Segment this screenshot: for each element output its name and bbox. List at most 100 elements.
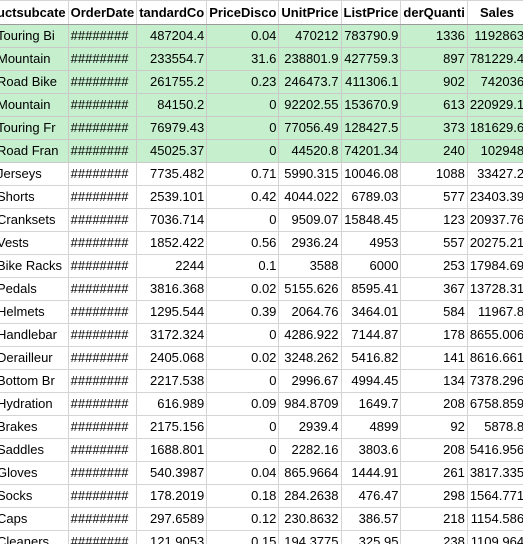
cell-product-subcategory[interactable]: Derailleur xyxy=(0,346,69,370)
cell-unit-price[interactable]: 238801.9 xyxy=(278,47,342,71)
cell-unit-price[interactable]: 77056.49 xyxy=(278,116,342,140)
cell-list-price[interactable]: 4994.45 xyxy=(340,369,402,393)
cell-sales[interactable]: 33427.2 xyxy=(466,162,523,186)
cell-sales[interactable]: 17984.69 xyxy=(466,254,523,278)
header-order-quantity[interactable]: derQuanti xyxy=(400,0,468,25)
cell-order-date[interactable]: ######## xyxy=(67,415,138,439)
cell-order-date[interactable]: ######## xyxy=(67,208,138,232)
cell-sales[interactable]: 181629.6 xyxy=(466,116,523,140)
cell-sales[interactable]: 8655.006 xyxy=(466,323,523,347)
cell-order-quantity[interactable]: 123 xyxy=(400,208,468,232)
cell-order-date[interactable]: ######## xyxy=(67,392,138,416)
cell-sales[interactable]: 8616.661 xyxy=(466,346,523,370)
cell-order-date[interactable]: ######## xyxy=(67,438,138,462)
cell-unit-price-discount[interactable]: 0 xyxy=(206,415,280,439)
cell-unit-price[interactable]: 470212 xyxy=(278,24,342,48)
cell-order-quantity[interactable]: 1088 xyxy=(400,162,468,186)
cell-sales[interactable]: 11967.8 xyxy=(466,300,523,324)
cell-unit-price-discount[interactable]: 0 xyxy=(206,323,280,347)
cell-sales[interactable]: 13728.31 xyxy=(466,277,523,301)
cell-order-quantity[interactable]: 218 xyxy=(400,507,468,531)
cell-sales[interactable]: 6758.859 xyxy=(466,392,523,416)
cell-unit-price[interactable]: 2064.76 xyxy=(278,300,342,324)
cell-sales[interactable]: 102948 xyxy=(466,139,523,163)
cell-sales[interactable]: 1109.964 xyxy=(466,530,523,544)
cell-unit-price[interactable]: 5155.626 xyxy=(278,277,342,301)
cell-unit-price-discount[interactable]: 0.02 xyxy=(206,346,280,370)
cell-order-quantity[interactable]: 240 xyxy=(400,139,468,163)
cell-standard-cost[interactable]: 1295.544 xyxy=(136,300,208,324)
cell-sales[interactable]: 781229.4 xyxy=(466,47,523,71)
cell-standard-cost[interactable]: 2244 xyxy=(136,254,208,278)
cell-unit-price-discount[interactable]: 0.71 xyxy=(206,162,280,186)
cell-order-quantity[interactable]: 367 xyxy=(400,277,468,301)
cell-unit-price-discount[interactable]: 0.04 xyxy=(206,461,280,485)
cell-list-price[interactable]: 4953 xyxy=(340,231,402,255)
cell-order-quantity[interactable]: 298 xyxy=(400,484,468,508)
cell-order-date[interactable]: ######## xyxy=(67,346,138,370)
cell-unit-price-discount[interactable]: 0.42 xyxy=(206,185,280,209)
cell-sales[interactable]: 742036 xyxy=(466,70,523,94)
cell-list-price[interactable]: 3464.01 xyxy=(340,300,402,324)
cell-list-price[interactable]: 1444.91 xyxy=(340,461,402,485)
cell-product-subcategory[interactable]: Bottom Br xyxy=(0,369,69,393)
cell-unit-price-discount[interactable]: 0 xyxy=(206,438,280,462)
cell-order-date[interactable]: ######## xyxy=(67,231,138,255)
cell-list-price[interactable]: 15848.45 xyxy=(340,208,402,232)
header-sales[interactable]: Sales xyxy=(466,0,523,25)
cell-order-date[interactable]: ######## xyxy=(67,93,138,117)
cell-order-quantity[interactable]: 261 xyxy=(400,461,468,485)
cell-order-quantity[interactable]: 1336 xyxy=(400,24,468,48)
cell-order-quantity[interactable]: 373 xyxy=(400,116,468,140)
cell-product-subcategory[interactable]: Road Bike xyxy=(0,70,69,94)
cell-product-subcategory[interactable]: Bike Racks xyxy=(0,254,69,278)
cell-standard-cost[interactable]: 233554.7 xyxy=(136,47,208,71)
cell-unit-price[interactable]: 194.3775 xyxy=(278,530,342,544)
cell-unit-price[interactable]: 9509.07 xyxy=(278,208,342,232)
cell-order-date[interactable]: ######## xyxy=(67,24,138,48)
cell-unit-price-discount[interactable]: 0.04 xyxy=(206,24,280,48)
cell-product-subcategory[interactable]: Touring Fr xyxy=(0,116,69,140)
cell-list-price[interactable]: 783790.9 xyxy=(340,24,402,48)
cell-sales[interactable]: 5878.8 xyxy=(466,415,523,439)
cell-standard-cost[interactable]: 1852.422 xyxy=(136,231,208,255)
cell-standard-cost[interactable]: 297.6589 xyxy=(136,507,208,531)
cell-list-price[interactable]: 7144.87 xyxy=(340,323,402,347)
cell-standard-cost[interactable]: 540.3987 xyxy=(136,461,208,485)
cell-order-date[interactable]: ######## xyxy=(67,369,138,393)
cell-unit-price-discount[interactable]: 0.1 xyxy=(206,254,280,278)
cell-product-subcategory[interactable]: Hydration xyxy=(0,392,69,416)
cell-list-price[interactable]: 74201.34 xyxy=(340,139,402,163)
cell-standard-cost[interactable]: 45025.37 xyxy=(136,139,208,163)
cell-unit-price[interactable]: 2936.24 xyxy=(278,231,342,255)
cell-list-price[interactable]: 386.57 xyxy=(340,507,402,531)
cell-product-subcategory[interactable]: Touring Bi xyxy=(0,24,69,48)
cell-order-date[interactable]: ######## xyxy=(67,507,138,531)
cell-unit-price-discount[interactable]: 0.02 xyxy=(206,277,280,301)
cell-unit-price[interactable]: 3248.262 xyxy=(278,346,342,370)
cell-unit-price-discount[interactable]: 0 xyxy=(206,369,280,393)
cell-unit-price[interactable]: 5990.315 xyxy=(278,162,342,186)
cell-order-quantity[interactable]: 208 xyxy=(400,392,468,416)
cell-sales[interactable]: 3817.335 xyxy=(466,461,523,485)
cell-list-price[interactable]: 153670.9 xyxy=(340,93,402,117)
cell-product-subcategory[interactable]: Handlebar xyxy=(0,323,69,347)
cell-order-quantity[interactable]: 557 xyxy=(400,231,468,255)
cell-list-price[interactable]: 5416.82 xyxy=(340,346,402,370)
cell-order-date[interactable]: ######## xyxy=(67,47,138,71)
cell-order-quantity[interactable]: 141 xyxy=(400,346,468,370)
cell-unit-price-discount[interactable]: 0.39 xyxy=(206,300,280,324)
cell-list-price[interactable]: 476.47 xyxy=(340,484,402,508)
cell-unit-price[interactable]: 4286.922 xyxy=(278,323,342,347)
cell-order-quantity[interactable]: 577 xyxy=(400,185,468,209)
header-unit-price-discount[interactable]: PriceDisco xyxy=(206,0,280,25)
cell-unit-price-discount[interactable]: 0.09 xyxy=(206,392,280,416)
cell-unit-price-discount[interactable]: 31.6 xyxy=(206,47,280,71)
cell-order-quantity[interactable]: 613 xyxy=(400,93,468,117)
cell-unit-price-discount[interactable]: 0 xyxy=(206,93,280,117)
cell-sales[interactable]: 20937.76 xyxy=(466,208,523,232)
cell-order-date[interactable]: ######## xyxy=(67,116,138,140)
cell-unit-price-discount[interactable]: 0 xyxy=(206,208,280,232)
cell-unit-price[interactable]: 3588 xyxy=(278,254,342,278)
